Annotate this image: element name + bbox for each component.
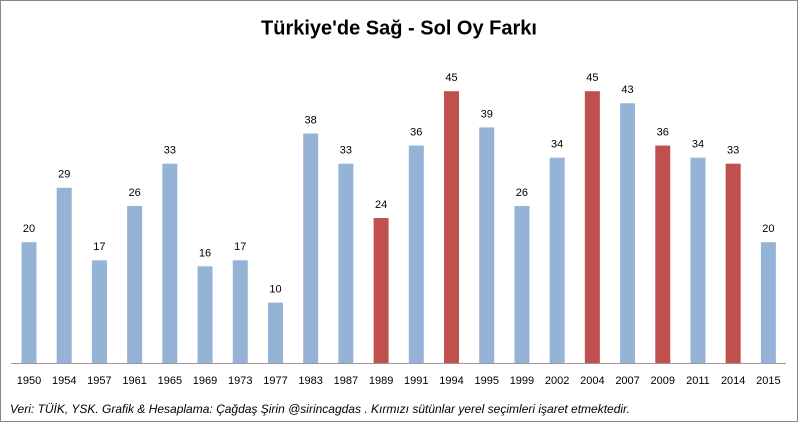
x-tick-label: 2011 — [686, 375, 710, 387]
x-tick-label: 1957 — [87, 375, 111, 387]
bar — [303, 133, 319, 363]
data-label: 36 — [410, 126, 422, 138]
x-tick-label: 1994 — [439, 375, 463, 387]
x-tick-label: 1999 — [510, 375, 534, 387]
bar — [549, 157, 565, 363]
data-label: 34 — [692, 139, 704, 151]
chart-title: Türkiye'de Sağ - Sol Oy Farkı — [261, 17, 537, 39]
x-tick-label: 1973 — [228, 375, 252, 387]
bar — [197, 266, 213, 363]
x-tick-label: 1965 — [158, 375, 182, 387]
x-tick-label: 2009 — [651, 375, 675, 387]
footnote: Veri: TÜİK, YSK. Grafik & Hesaplama: Çağ… — [10, 402, 630, 416]
data-label: 45 — [445, 72, 457, 84]
data-label: 36 — [657, 126, 669, 138]
data-label: 39 — [481, 108, 493, 120]
data-label: 17 — [93, 241, 105, 253]
data-label: 33 — [340, 145, 352, 157]
data-label: 16 — [199, 247, 211, 259]
bar — [725, 163, 741, 363]
bar — [514, 205, 530, 363]
bar — [21, 242, 37, 363]
data-label: 33 — [164, 145, 176, 157]
x-tick-label: 2014 — [721, 375, 745, 387]
data-label: 34 — [551, 139, 563, 151]
bar — [655, 145, 671, 363]
data-label: 43 — [621, 84, 633, 96]
x-tick-label: 1989 — [369, 375, 393, 387]
bar — [232, 260, 248, 363]
x-tick-label: 2015 — [756, 375, 780, 387]
x-tick-label: 1983 — [298, 375, 322, 387]
x-tick-label: 1950 — [17, 375, 41, 387]
x-tick-label: 1961 — [122, 375, 146, 387]
x-tick-label: 1987 — [334, 375, 358, 387]
bar — [373, 218, 389, 363]
bar — [91, 260, 107, 363]
x-tick-label: 2004 — [580, 375, 604, 387]
x-tick-label: 1954 — [52, 375, 76, 387]
data-label: 24 — [375, 199, 387, 211]
data-label: 20 — [762, 223, 774, 235]
bar — [267, 302, 283, 363]
data-label: 29 — [58, 169, 70, 181]
data-label: 45 — [586, 72, 598, 84]
x-tick-label: 1995 — [474, 375, 498, 387]
bar — [56, 187, 72, 363]
bar — [760, 242, 776, 363]
data-label: 26 — [129, 187, 141, 199]
bar — [127, 205, 143, 363]
data-label: 17 — [234, 241, 246, 253]
bar — [338, 163, 354, 363]
bar — [408, 145, 424, 363]
bar — [620, 103, 636, 363]
data-label: 33 — [727, 145, 739, 157]
x-tick-label: 1977 — [263, 375, 287, 387]
x-tick-label: 2007 — [615, 375, 639, 387]
bar — [584, 91, 600, 363]
x-tick-label: 2002 — [545, 375, 569, 387]
bar — [162, 163, 178, 363]
data-label: 20 — [23, 223, 35, 235]
data-label: 26 — [516, 187, 528, 199]
x-tick-label: 1969 — [193, 375, 217, 387]
bar — [479, 127, 495, 363]
bar — [444, 91, 460, 363]
data-label: 38 — [305, 114, 317, 126]
x-tick-label: 1991 — [404, 375, 428, 387]
data-label: 10 — [269, 284, 281, 296]
bar — [690, 157, 706, 363]
